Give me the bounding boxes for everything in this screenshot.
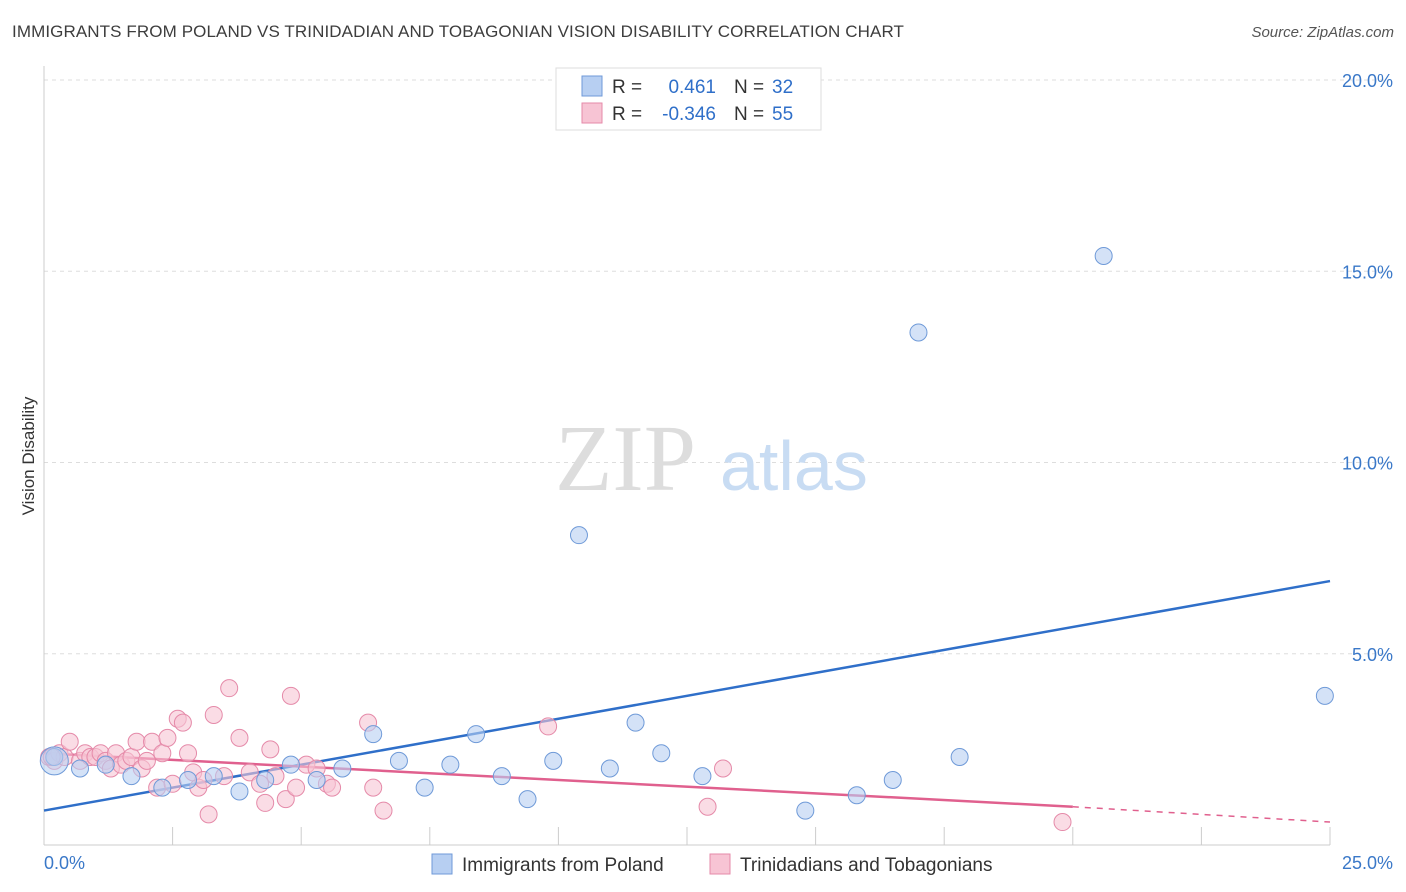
point-poland — [626, 713, 645, 732]
point-trinidad — [364, 778, 383, 797]
point-trinidad — [1053, 813, 1072, 832]
legend-swatch-blue — [581, 75, 603, 97]
legend-n-value-2: 55 — [772, 104, 793, 125]
point-poland — [1094, 246, 1113, 265]
legend-n-label-2: N = — [734, 104, 764, 125]
point-poland — [307, 770, 326, 789]
legend-r-label-2: R = — [612, 104, 642, 125]
point-trinidad — [276, 790, 295, 809]
point-trinidad — [179, 744, 198, 763]
point-trinidad — [539, 717, 558, 736]
point-poland — [1315, 686, 1334, 705]
series-swatch-poland — [431, 853, 453, 875]
point-poland — [71, 759, 90, 778]
series-swatch-trinidad — [709, 853, 731, 875]
point-trinidad — [256, 793, 275, 812]
point-poland — [492, 767, 511, 786]
point-poland — [518, 790, 537, 809]
point-poland — [281, 755, 300, 774]
y-tick-label: 20.0% — [1342, 71, 1393, 91]
point-trinidad — [698, 797, 717, 816]
point-poland — [652, 744, 671, 763]
point-trinidad — [240, 763, 259, 782]
point-poland — [415, 778, 434, 797]
point-poland — [230, 782, 249, 801]
point-trinidad — [281, 686, 300, 705]
point-poland — [569, 526, 588, 545]
legend-r-value-1: 0.461 — [668, 77, 716, 98]
legend-r-value-2: -0.346 — [662, 104, 716, 125]
point-poland — [96, 755, 115, 774]
point-trinidad — [374, 801, 393, 820]
point-poland-large — [39, 746, 69, 776]
data-points — [39, 246, 1334, 832]
point-trinidad — [173, 713, 192, 732]
gridlines: 5.0% 10.0% 15.0% 20.0% — [44, 71, 1393, 665]
series-label-trinidad: Trinidadians and Tobagonians — [740, 855, 992, 876]
axes: 0.0% 25.0% — [43, 66, 1393, 873]
y-tick-label: 5.0% — [1352, 645, 1393, 665]
legend-n-value-1: 32 — [772, 77, 793, 98]
point-poland — [883, 770, 902, 789]
point-trinidad — [127, 732, 146, 751]
legend-n-label-1: N = — [734, 77, 764, 98]
point-poland — [389, 751, 408, 770]
watermark-atlas: atlas — [720, 427, 868, 505]
point-poland — [909, 323, 928, 342]
point-trinidad — [153, 744, 172, 763]
watermark-zip: ZIP — [555, 407, 696, 511]
series-legend: Immigrants from Poland Trinidadians and … — [431, 853, 992, 876]
point-poland — [153, 778, 172, 797]
point-poland — [333, 759, 352, 778]
point-poland — [796, 801, 815, 820]
series-label-poland: Immigrants from Poland — [462, 855, 664, 876]
point-poland — [600, 759, 619, 778]
point-trinidad — [287, 778, 306, 797]
point-trinidad — [220, 679, 239, 698]
point-poland — [950, 748, 969, 767]
point-trinidad — [137, 751, 156, 770]
point-poland — [467, 725, 486, 744]
x-tick-label: 25.0% — [1342, 853, 1393, 873]
point-trinidad — [204, 705, 223, 724]
y-tick-label: 10.0% — [1342, 454, 1393, 474]
chart-source: Source: ZipAtlas.com — [1251, 24, 1394, 41]
point-poland — [441, 755, 460, 774]
point-poland — [364, 725, 383, 744]
legend-swatch-pink — [581, 102, 603, 124]
trend-line-poland — [43, 579, 1331, 812]
trend-line-trinidad-extension — [1072, 806, 1331, 823]
point-trinidad — [261, 740, 280, 759]
y-tick-label: 15.0% — [1342, 262, 1393, 282]
point-trinidad — [323, 778, 342, 797]
point-trinidad — [714, 759, 733, 778]
point-poland — [256, 770, 275, 789]
point-trinidad — [60, 732, 79, 751]
point-poland — [544, 751, 563, 770]
point-poland — [179, 770, 198, 789]
point-poland — [122, 767, 141, 786]
y-axis-label: Vision Disability — [19, 396, 38, 515]
watermark: ZIP atlas — [555, 407, 868, 511]
point-poland — [847, 786, 866, 805]
correlation-legend: R = 0.461 N = 32 R = -0.346 N = 55 — [555, 67, 822, 131]
trend-line-trinidad — [43, 751, 1073, 808]
chart-title: IMMIGRANTS FROM POLAND VS TRINIDADIAN AN… — [12, 22, 905, 41]
legend-r-label-1: R = — [612, 77, 642, 98]
point-trinidad — [158, 728, 177, 747]
point-poland — [204, 767, 223, 786]
point-poland — [693, 767, 712, 786]
point-trinidad — [199, 805, 218, 824]
point-trinidad — [230, 728, 249, 747]
x-tick-label: 0.0% — [44, 853, 85, 873]
